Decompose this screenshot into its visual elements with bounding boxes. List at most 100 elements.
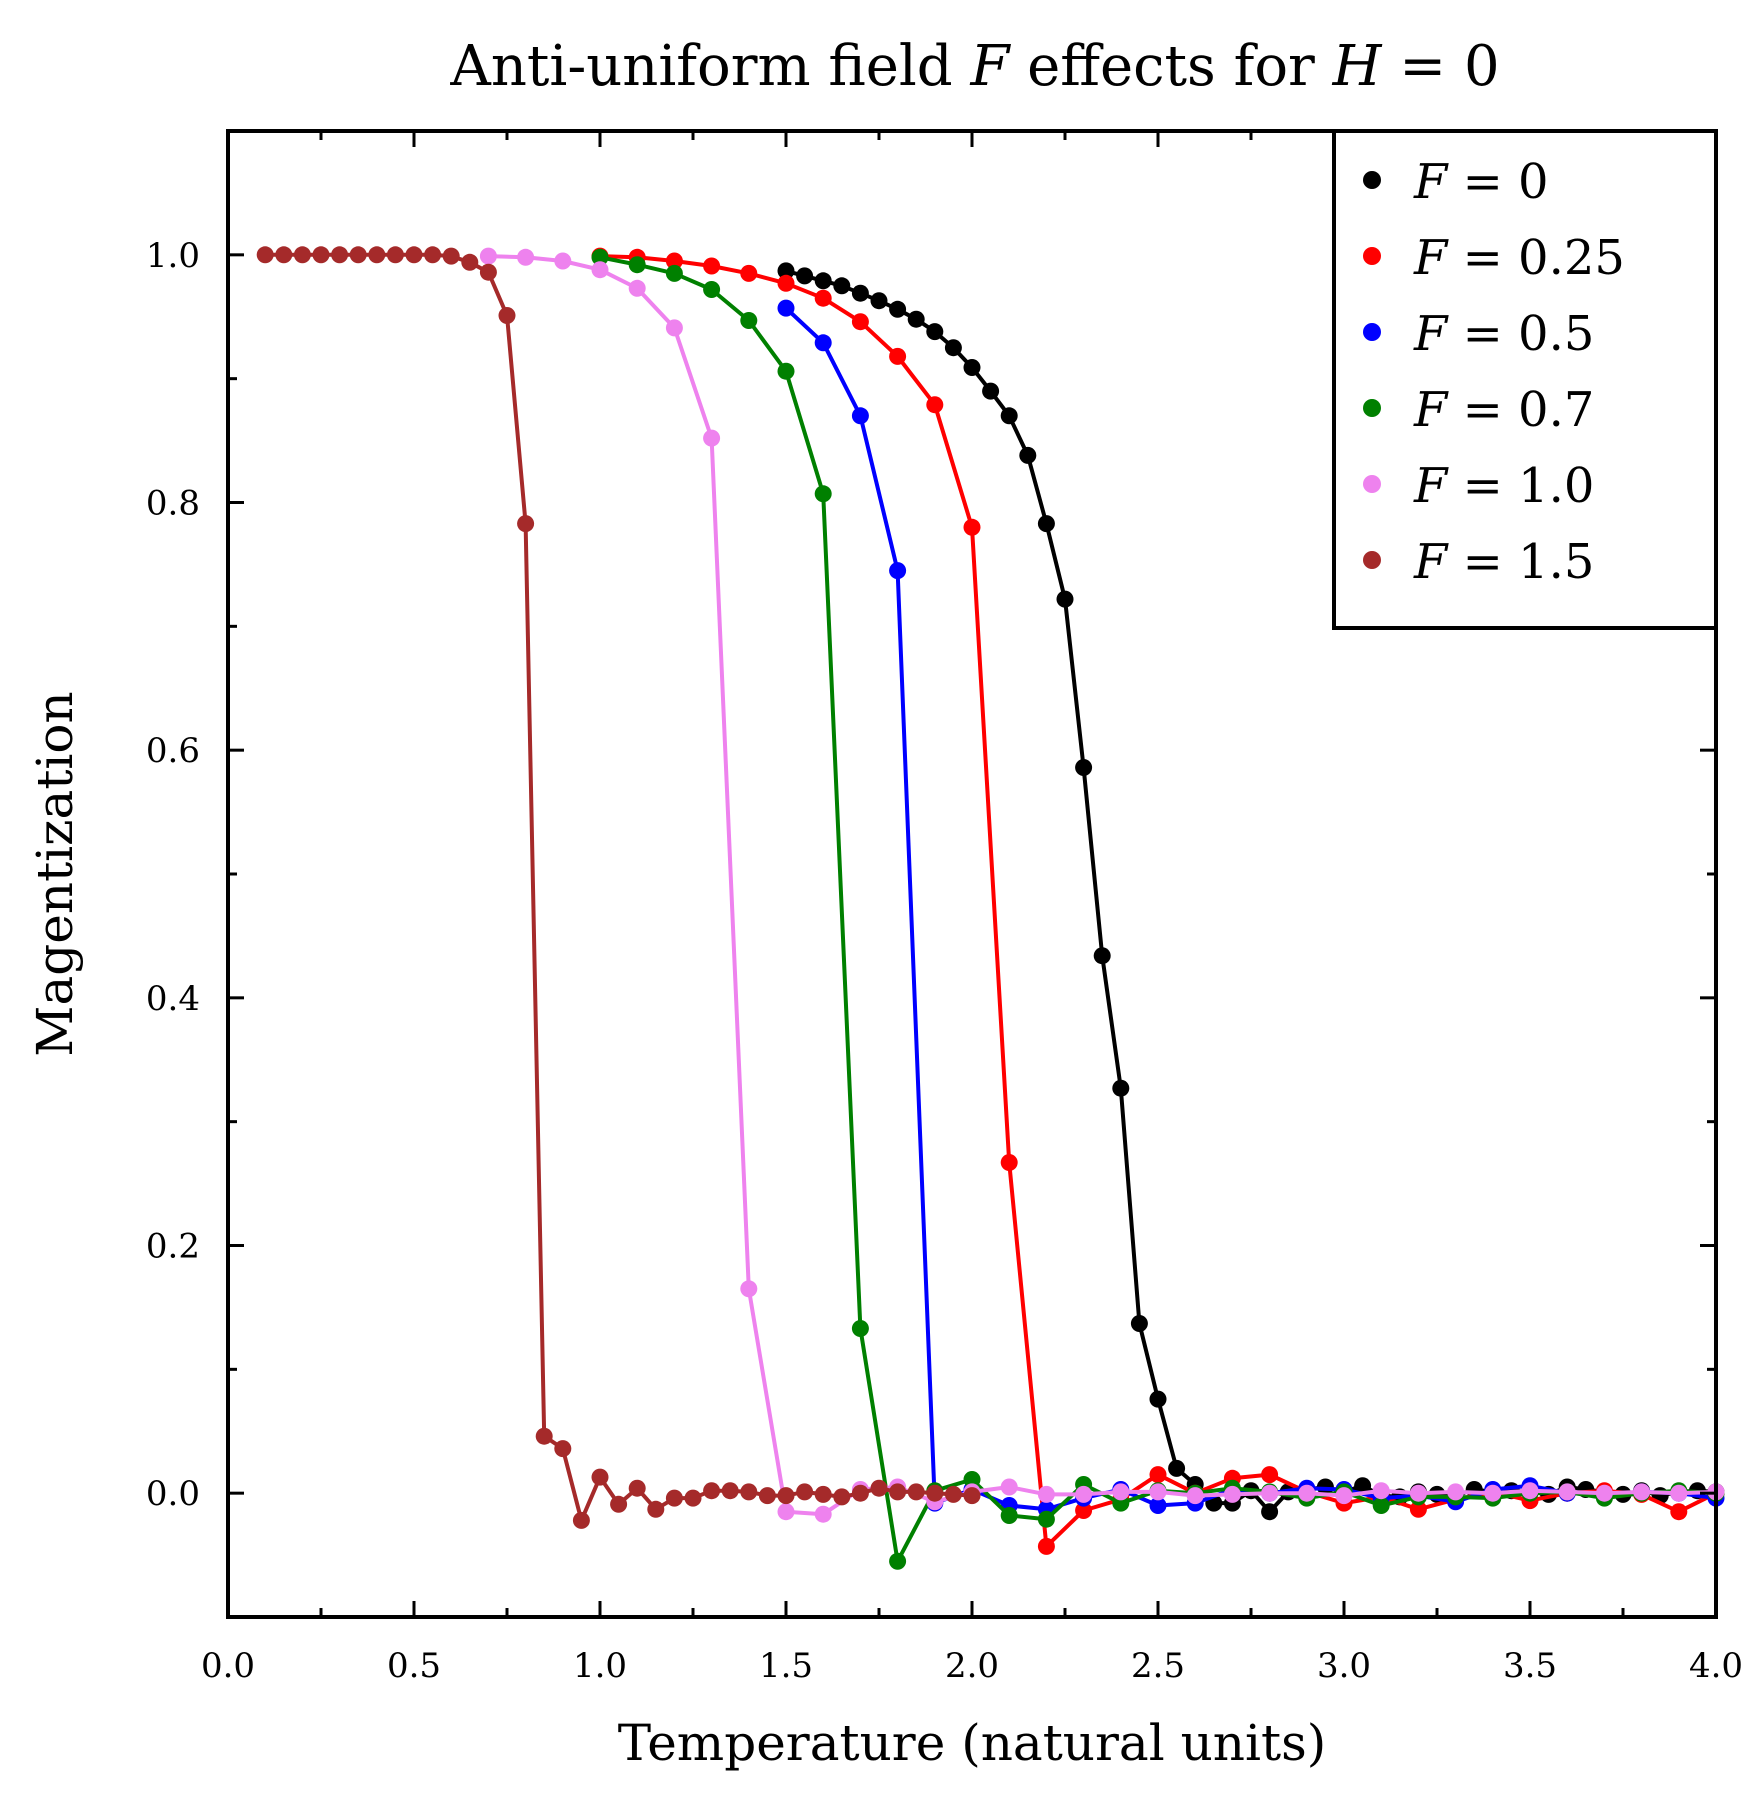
data-point	[1000, 1507, 1018, 1524]
data-point	[386, 246, 404, 264]
data-point	[963, 1471, 981, 1488]
series-layer	[256, 246, 1725, 1570]
y-tick-label: 1.0	[146, 236, 200, 276]
legend-marker	[1363, 171, 1381, 189]
data-point	[517, 248, 535, 266]
data-point	[1056, 590, 1074, 608]
data-point	[424, 246, 442, 264]
data-point	[1354, 1477, 1372, 1495]
data-point	[777, 262, 795, 280]
data-point	[740, 1483, 758, 1501]
data-point	[665, 319, 683, 337]
legend-marker	[1363, 247, 1381, 265]
legend-box	[1332, 129, 1718, 630]
data-point	[703, 257, 721, 275]
data-point	[349, 246, 367, 264]
data-point	[889, 562, 907, 580]
data-point	[647, 1500, 665, 1518]
data-point	[1075, 759, 1093, 776]
data-point	[535, 1427, 553, 1445]
x-tick-label: 2.5	[1131, 1646, 1185, 1686]
x-tick-label: 2.0	[945, 1646, 999, 1686]
data-point	[1149, 1483, 1167, 1501]
x-tick-label: 0.5	[387, 1646, 441, 1686]
data-point	[572, 1511, 590, 1529]
data-point	[628, 1479, 646, 1497]
y-axis-title: Magentization	[26, 691, 84, 1056]
data-point	[1019, 446, 1037, 464]
data-point	[870, 292, 888, 310]
legend-label: F = 0.5	[1413, 306, 1594, 362]
data-point	[833, 277, 851, 295]
data-point	[926, 323, 944, 341]
data-point	[1372, 1497, 1390, 1514]
data-point	[926, 396, 944, 414]
legend-marker	[1363, 475, 1381, 493]
legend-label: F = 1.5	[1413, 534, 1594, 590]
data-point	[814, 272, 832, 290]
series-5	[256, 246, 981, 1529]
data-point	[554, 252, 572, 270]
legend: F = 0 F = 0.25 F = 0.5 F = 0.7 F = 1.0 F = 1.…	[1332, 129, 1718, 630]
data-point	[1409, 1500, 1427, 1518]
data-point	[1261, 1466, 1279, 1484]
data-point	[851, 1320, 869, 1337]
legend-marker	[1363, 323, 1381, 341]
data-point	[944, 1485, 962, 1503]
data-point	[833, 1488, 851, 1506]
data-point	[554, 1440, 572, 1458]
data-point	[461, 253, 479, 271]
legend-label: F = 0.7	[1413, 382, 1594, 438]
data-point	[312, 246, 330, 264]
data-point	[703, 281, 721, 298]
x-axis-title: Temperature (natural units)	[618, 1714, 1327, 1772]
data-point	[758, 1487, 776, 1505]
data-point	[591, 248, 609, 266]
data-point	[1298, 1484, 1316, 1502]
data-point	[851, 1484, 869, 1502]
data-point	[1037, 515, 1055, 533]
legend-label: F = 0	[1413, 154, 1549, 210]
data-point	[851, 407, 869, 425]
data-point	[275, 246, 293, 264]
data-point	[889, 1552, 907, 1570]
data-point	[740, 312, 758, 329]
data-point	[1037, 1510, 1055, 1528]
data-point	[256, 246, 274, 264]
data-point	[777, 274, 795, 292]
data-point	[479, 263, 497, 281]
data-point	[591, 1468, 609, 1486]
data-point	[703, 429, 721, 447]
data-point	[1409, 1484, 1427, 1502]
data-point	[1093, 947, 1111, 965]
data-point	[740, 264, 758, 282]
data-point	[796, 1483, 814, 1501]
x-tick-label: 3.5	[1503, 1646, 1557, 1686]
data-point	[665, 252, 683, 270]
data-point	[1223, 1485, 1241, 1503]
data-point	[1521, 1482, 1539, 1500]
y-tick-label: 0.8	[146, 484, 200, 524]
y-tick-label: 0.0	[146, 1474, 200, 1514]
y-tick-label: 0.6	[146, 731, 200, 771]
data-point	[331, 246, 349, 264]
data-point	[1261, 1503, 1279, 1521]
ticks-layer: 0.0 0.5 1.0 1.5 2.0 2.5 3.0 3.5 4.0 0.0 0.2 0.4 0.6 0…	[146, 131, 1743, 1686]
data-point	[982, 382, 1000, 400]
data-point	[1037, 1537, 1055, 1555]
y-tick-label: 0.2	[146, 1227, 200, 1267]
x-tick-label: 0.0	[201, 1646, 255, 1686]
x-tick-label: 1.5	[759, 1646, 813, 1686]
data-point	[889, 347, 907, 365]
data-point	[591, 261, 609, 279]
data-point	[628, 279, 646, 297]
data-point	[851, 313, 869, 331]
plot-frame	[226, 129, 1718, 1619]
series-4	[479, 247, 1725, 1523]
data-point	[814, 334, 832, 352]
legend-marker	[1363, 399, 1381, 417]
data-point	[963, 1487, 981, 1505]
data-point	[740, 1280, 758, 1298]
data-point	[1447, 1483, 1465, 1501]
